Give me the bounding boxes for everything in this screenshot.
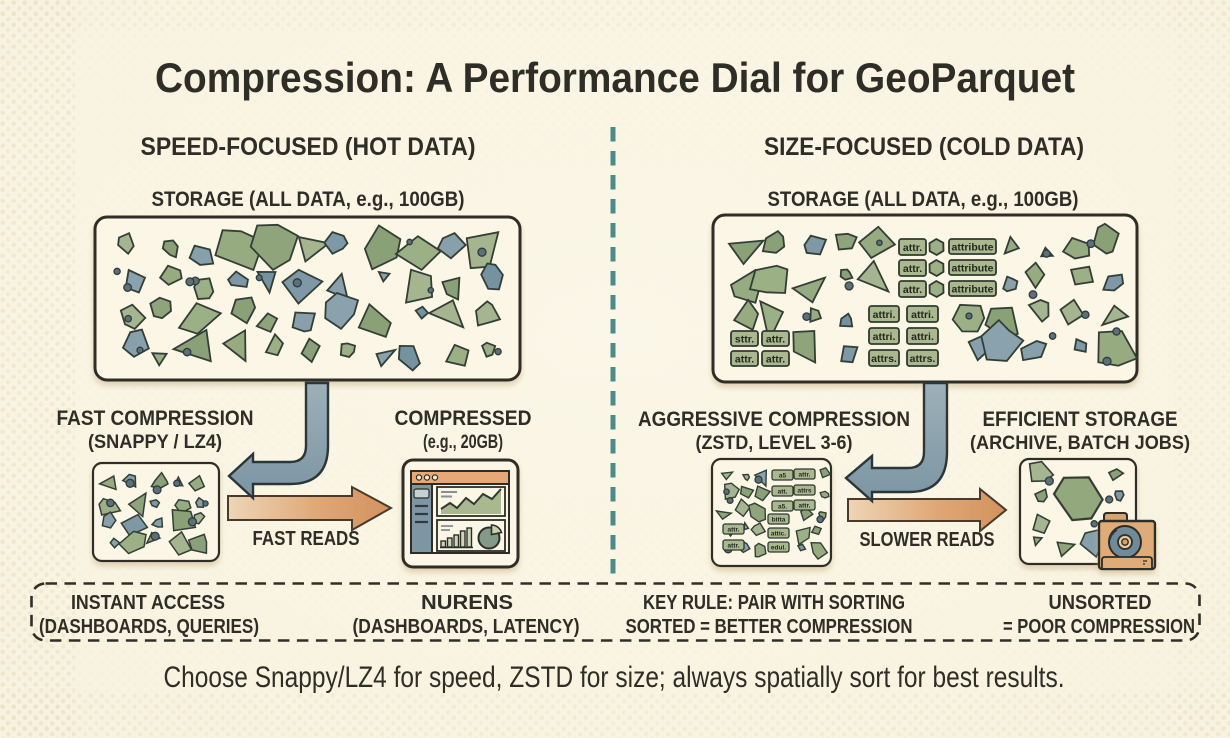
svg-text:attr.: attr. <box>728 543 740 550</box>
svg-text:SPEED-FOCUSED (HOT DATA): SPEED-FOCUSED (HOT DATA) <box>141 133 476 161</box>
svg-text:attri.: attri. <box>873 331 896 343</box>
svg-text:att.: att. <box>778 489 788 496</box>
svg-text:FAST READS: FAST READS <box>253 528 360 550</box>
svg-text:SIZE-FOCUSED (COLD DATA): SIZE-FOCUSED (COLD DATA) <box>764 133 1084 161</box>
svg-text:Choose Snappy/LZ4 for speed, Z: Choose Snappy/LZ4 for speed, ZSTD for si… <box>164 661 1065 694</box>
svg-text:attr.: attr. <box>903 284 922 296</box>
svg-text:a5: a5 <box>779 473 787 480</box>
svg-text:= POOR COMPRESSION: = POOR COMPRESSION <box>1003 616 1195 638</box>
svg-text:STORAGE (ALL DATA, e.g., 100GB: STORAGE (ALL DATA, e.g., 100GB) <box>768 187 1079 211</box>
svg-text:attri.: attri. <box>873 309 896 321</box>
svg-text:Compression: A Performance Dia: Compression: A Performance Dial for GeoP… <box>155 54 1075 101</box>
svg-text:KEY RULE: PAIR WITH SORTING: KEY RULE: PAIR WITH SORTING <box>643 592 905 614</box>
svg-text:edul.: edul. <box>771 545 786 552</box>
svg-text:attrs.: attrs. <box>871 353 897 365</box>
svg-text:INSTANT ACCESS: INSTANT ACCESS <box>71 592 225 614</box>
svg-text:attribute: attribute <box>952 283 994 295</box>
svg-text:STORAGE (ALL DATA, e.g., 100GB: STORAGE (ALL DATA, e.g., 100GB) <box>152 187 465 211</box>
svg-text:(DASHBOARDS, QUERIES): (DASHBOARDS, QUERIES) <box>39 616 259 638</box>
svg-text:(ZSTD, LEVEL 3-6): (ZSTD, LEVEL 3-6) <box>696 433 853 454</box>
svg-text:attrs.: attrs. <box>910 353 936 365</box>
svg-text:attr.: attr. <box>903 242 922 254</box>
svg-text:SORTED = BETTER COMPRESSION: SORTED = BETTER COMPRESSION <box>626 616 913 638</box>
svg-text:EFFICIENT STORAGE: EFFICIENT STORAGE <box>983 407 1178 431</box>
svg-text:attrs: attrs <box>797 488 811 495</box>
svg-text:attribute: attribute <box>952 262 994 274</box>
svg-text:attr.: attr. <box>766 353 785 365</box>
svg-text:attribute: attribute <box>952 241 994 253</box>
svg-text:attr.: attr. <box>766 333 785 345</box>
svg-text:UNSORTED: UNSORTED <box>1049 592 1152 614</box>
svg-text:attr.: attr. <box>799 472 811 479</box>
svg-text:attri.: attri. <box>911 331 934 343</box>
svg-text:attic.: attic. <box>771 531 786 538</box>
svg-text:attr.: attr. <box>799 503 811 510</box>
svg-text:SLOWER READS: SLOWER READS <box>860 529 995 551</box>
svg-text:bitta: bitta <box>772 517 786 524</box>
svg-text:COMPRESSED: COMPRESSED <box>395 406 532 430</box>
svg-text:attri.: attri. <box>911 309 934 321</box>
svg-text:(e.g., 20GB): (e.g., 20GB) <box>423 432 503 453</box>
svg-text:sttr.: sttr. <box>735 333 754 345</box>
svg-text:(ARCHIVE, BATCH JOBS): (ARCHIVE, BATCH JOBS) <box>970 433 1190 454</box>
svg-text:(DASHBOARDS, LATENCY): (DASHBOARDS, LATENCY) <box>353 616 580 638</box>
svg-text:FAST COMPRESSION: FAST COMPRESSION <box>57 406 254 430</box>
svg-text:attr.: attr. <box>735 353 754 365</box>
svg-text:attr.: attr. <box>903 263 922 275</box>
svg-text:attr.: attr. <box>728 527 740 534</box>
svg-text:(SNAPPY / LZ4): (SNAPPY / LZ4) <box>88 432 222 453</box>
svg-text:a5.: a5. <box>778 504 787 511</box>
svg-text:AGGRESSIVE COMPRESSION: AGGRESSIVE COMPRESSION <box>638 407 910 431</box>
svg-text:NURENS: NURENS <box>421 592 513 614</box>
